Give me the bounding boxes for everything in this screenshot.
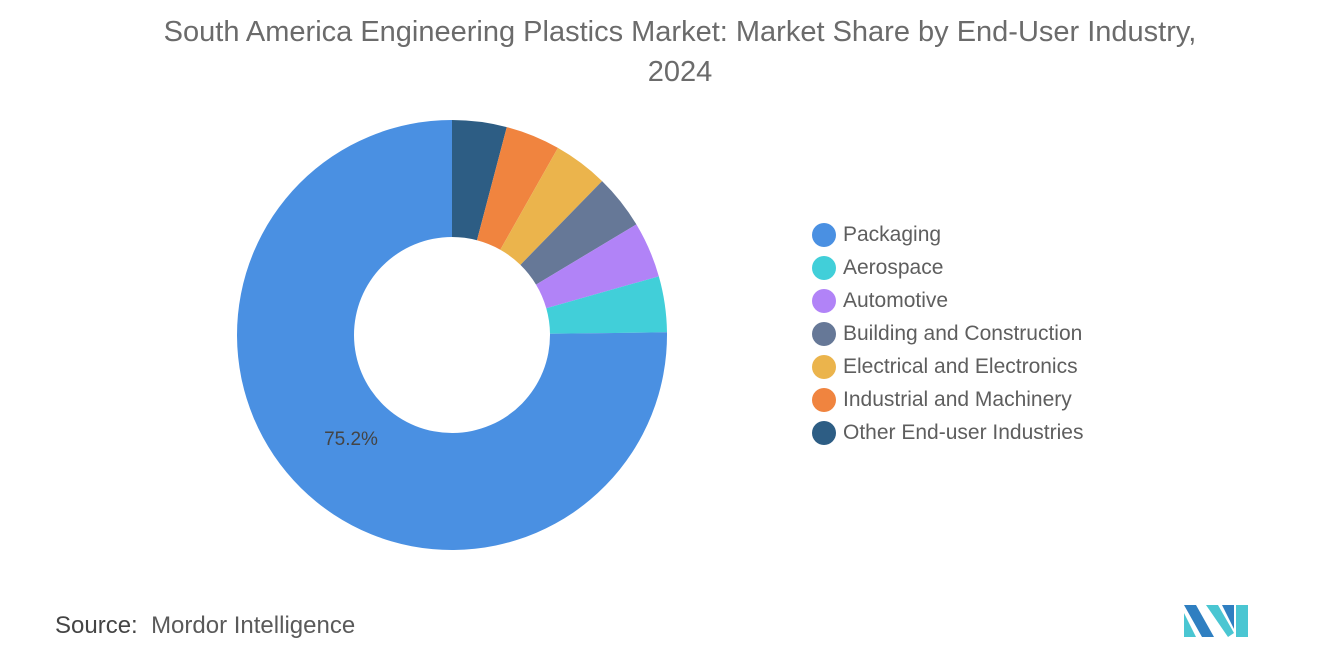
legend-swatch: [812, 255, 836, 280]
legend-label: Other End-user Industries: [843, 420, 1084, 444]
legend-swatch: [812, 387, 836, 412]
legend-item: Aerospace: [812, 251, 1083, 284]
slice-industrial-and-machinery: [476, 127, 558, 250]
slice-electrical-and-electronics: [500, 147, 603, 265]
chart-title: South America Engineering Plastics Marke…: [163, 16, 1197, 88]
mordor-logo: [1184, 605, 1248, 637]
slice-packaging: [237, 120, 668, 550]
legend-label: Aerospace: [843, 255, 944, 279]
slice-automotive: [536, 224, 659, 309]
legend-label: Industrial and Machinery: [843, 387, 1072, 411]
slice-other-end-user-industries: [452, 120, 507, 241]
legend-swatch: [812, 222, 836, 247]
data-label: 75.2%: [324, 429, 378, 450]
legend-item: Automotive: [812, 284, 1083, 317]
legend-item: Other End-user Industries: [812, 416, 1083, 449]
slice-building-and-construction: [520, 181, 637, 285]
source-label: Source:: [55, 612, 138, 639]
legend-item: Industrial and Machinery: [812, 383, 1083, 416]
legend-item: Building and Construction: [812, 317, 1083, 350]
legend-item: Packaging: [812, 218, 1083, 251]
legend-label: Building and Construction: [843, 321, 1083, 345]
slice-aerospace: [546, 276, 667, 334]
legend-swatch: [812, 354, 836, 379]
legend-item: Electrical and Electronics: [812, 350, 1083, 383]
source: Source: Mordor Intelligence: [55, 612, 355, 640]
legend-label: Automotive: [843, 288, 949, 312]
legend-label: Packaging: [843, 222, 942, 246]
legend-swatch: [812, 288, 836, 313]
legend-label: Electrical and Electronics: [843, 354, 1078, 378]
source-value: Mordor Intelligence: [151, 612, 356, 639]
legend-swatch: [812, 321, 836, 346]
legend-swatch: [812, 420, 836, 445]
legend: Packaging Aerospace Automotive Building and…: [812, 218, 1083, 449]
